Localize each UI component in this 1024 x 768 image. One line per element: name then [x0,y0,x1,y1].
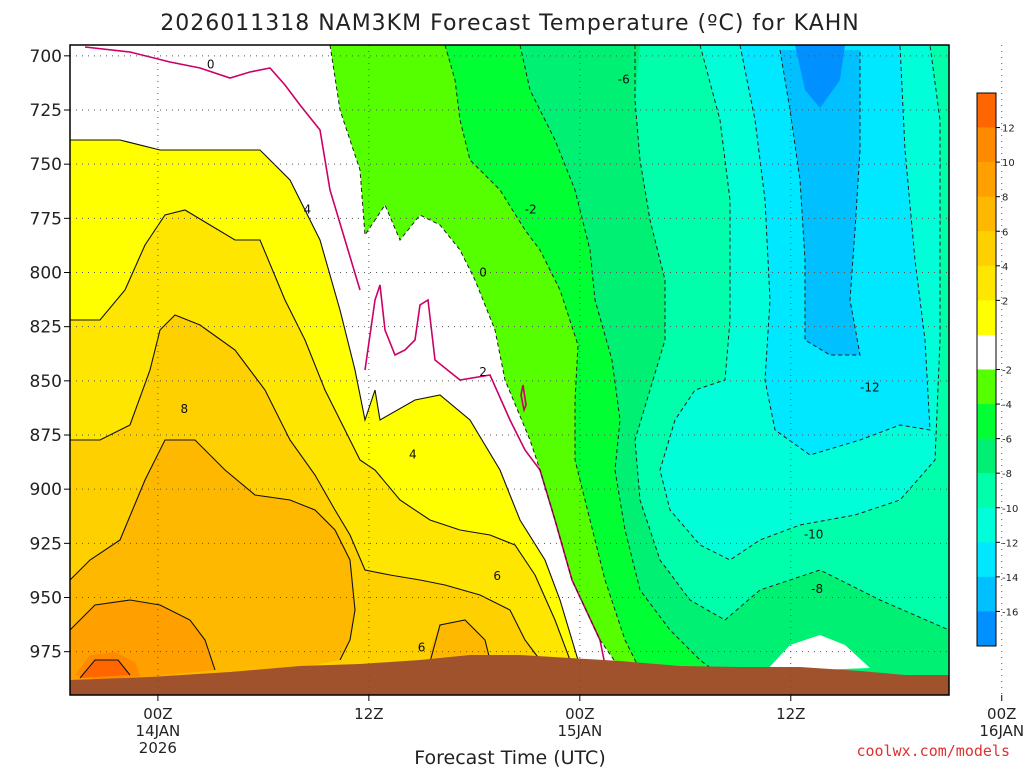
colorbar-bin [977,196,996,232]
contour-label: 4 [304,203,312,217]
terrain-ground [70,655,949,695]
colorbar-label: 6 [1002,227,1008,238]
y-tick-label: 850 [30,372,62,392]
contour-10c [70,599,216,671]
colorbar-label: 12 [1002,124,1015,135]
colorbar-bin [977,265,996,301]
colorbar-bin [977,334,996,370]
fill-minus16-to-minus14 [780,50,860,355]
colorbar-bin [977,576,996,612]
colorbar-label: -10 [1002,504,1018,515]
y-tick-label: 750 [30,155,62,175]
colorbar-bin [977,93,996,128]
y-tick-label: 925 [30,534,62,554]
contour-minus14 [779,49,861,356]
colorbar-bin [977,507,996,543]
y-tick-label: 950 [30,589,62,609]
contour-label: -8 [811,582,823,596]
contour-minus4 [444,45,651,691]
x-tick-label: 14JAN [136,722,181,740]
colorbar-label: 10 [1002,158,1015,169]
colorbar-bin [977,369,996,405]
colorbar-label: 8 [1002,193,1008,204]
grid-lines [70,45,1003,695]
fill-wedge [355,205,635,690]
x-tick-label: 16JAN [979,722,1024,740]
plot-frame [69,44,950,696]
contour-label: -2 [525,203,537,217]
chart-title: 2026011318 NAM3KM Forecast Temperature (… [160,11,860,36]
contour-label: -10 [804,528,824,542]
x-tick-label: 12Z [776,705,805,723]
contour-minus6 [519,45,741,691]
x-tick-label: 00Z [565,705,594,723]
contour-0c-a [84,46,361,291]
x-tick-label: 2026 [139,739,177,757]
colorbar-label: -4 [1002,400,1012,411]
colorbar-label: -8 [1002,469,1012,480]
contour-label: 6 [493,569,501,583]
y-axis: 700 725 750 775 800 825 850 875 900 925 950 975 [30,47,70,663]
colorbar-label: 4 [1002,262,1008,273]
fill-12-to-14 [80,660,130,678]
y-tick-label: 725 [30,101,62,121]
colorbar-label: -2 [1002,366,1012,377]
y-tick-label: 775 [30,209,62,229]
fill-near-zero-pocket [765,635,870,672]
credit-text: coolwx.com/models [856,742,1010,760]
colorbar-bin [977,127,996,163]
fill-upper-white [70,45,305,180]
y-tick-label: 700 [30,47,62,67]
colorbar-label: -6 [1002,435,1012,446]
contour-0c-b [364,284,611,691]
colorbar-bin [977,438,996,474]
y-tick-label: 875 [30,426,62,446]
contour-label: 2 [479,365,487,379]
colorbar-bin [977,542,996,578]
fill-minus18-to-minus16 [795,45,845,108]
contour-8c [70,439,356,661]
contour-0c-loop [520,384,527,413]
x-axis-label: Forecast Time (UTC) [414,747,605,768]
x-tick-label: 00Z [987,705,1016,723]
contour-6c [70,314,541,661]
temperature-fill [70,45,949,690]
colorbar-label: -14 [1002,573,1018,584]
colorbar-bin [977,300,996,336]
contour-minus8 [634,45,949,631]
colorbar-label: -12 [1002,538,1018,549]
colorbar-bin [977,473,996,509]
y-tick-label: 825 [30,318,62,338]
contour-label: 8 [180,402,188,416]
contour-label: 0 [479,266,487,280]
contour-label: -12 [860,380,880,394]
contour-12c [79,659,131,679]
contour-minus2 [329,45,636,691]
colorbar: 12 10 8 6 4 2 -2 -4 -6 -8 -10 -12 -14 -16 [976,92,1018,647]
contour-label: 4 [409,448,417,462]
contour-labels: 0 -6 4 -2 0 2 8 4 -12 -10 6 -8 6 [180,58,880,655]
contour-minus10 [659,45,941,561]
contour-label: -6 [618,73,630,87]
contour-6c-bump [429,619,491,663]
colorbar-bin [977,611,996,647]
colorbar-bin [977,404,996,439]
colorbar-label: -16 [1002,607,1018,618]
colorbar-bin [977,231,996,267]
y-tick-label: 975 [30,643,62,663]
colorbar-bin [977,162,996,197]
y-tick-label: 900 [30,480,62,500]
x-tick-label: 00Z [143,705,172,723]
x-tick-label: 12Z [354,705,383,723]
contour-label: 6 [418,640,426,654]
contour-minus12 [739,45,931,456]
x-tick-label: 15JAN [557,722,602,740]
contour-lines [70,45,949,691]
contour-label: 0 [207,58,215,72]
y-tick-label: 800 [30,264,62,284]
colorbar-label: 2 [1002,296,1008,307]
contour-2c [70,139,579,661]
